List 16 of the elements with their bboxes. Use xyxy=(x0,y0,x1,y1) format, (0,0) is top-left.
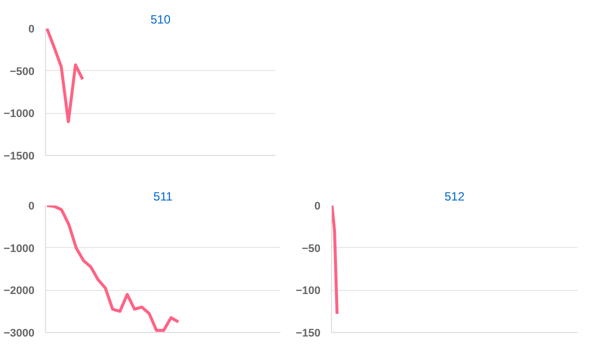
y-tick-label: −500 xyxy=(10,66,35,78)
y-tick-label: −3000 xyxy=(4,328,35,340)
y-tick-label: −2000 xyxy=(4,285,35,298)
y-tick-label: 0 xyxy=(28,200,35,212)
y-tick-label: −1000 xyxy=(4,108,35,120)
y-tick-label: −150 xyxy=(296,328,321,340)
chart-title: 511 xyxy=(153,190,173,204)
y-tick-label: 0 xyxy=(314,200,321,212)
chart-title: 512 xyxy=(444,190,465,204)
y-tick-label: −1000 xyxy=(4,242,35,255)
y-tick-label: −100 xyxy=(296,285,321,298)
line-series xyxy=(46,28,84,124)
y-tick-label: −50 xyxy=(302,242,321,255)
chart-title: 510 xyxy=(150,12,171,26)
y-tick-label: 0 xyxy=(28,24,35,36)
y-tick-label: −1500 xyxy=(4,150,35,162)
